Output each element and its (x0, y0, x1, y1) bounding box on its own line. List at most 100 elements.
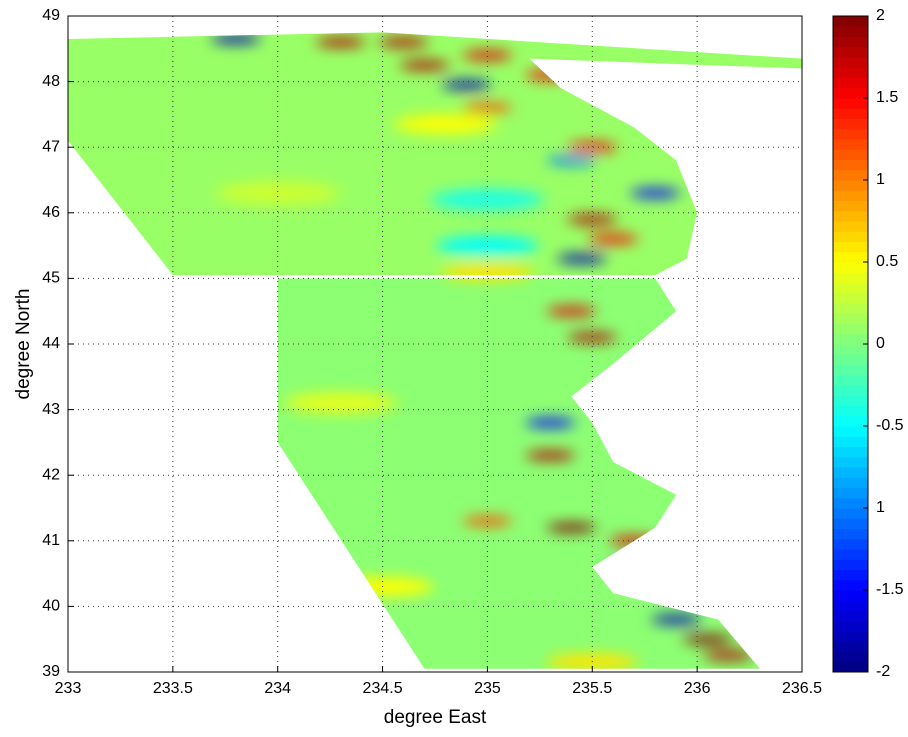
colorbar-step (833, 385, 868, 396)
anomaly-blob (436, 236, 539, 256)
colorbar-step (833, 262, 868, 273)
colorbar-step (833, 313, 868, 324)
colorbar-step (833, 139, 868, 150)
colorbar-step (833, 159, 868, 171)
y-tick-label: 41 (42, 532, 60, 549)
colorbar-step (833, 118, 868, 130)
anomaly-blob (703, 651, 754, 661)
colorbar-step (833, 169, 868, 181)
field (68, 32, 802, 669)
colorbar-step (833, 395, 868, 406)
colorbar-step (833, 292, 868, 304)
colorbar-step (833, 251, 868, 263)
colorbar-tick-label: -0.5 (876, 417, 904, 434)
region (277, 278, 761, 669)
anomaly-blob (651, 614, 702, 625)
anomaly-blob (315, 37, 366, 47)
colorbar-step (833, 241, 868, 253)
colorbar-step (833, 98, 868, 109)
y-tick-label: 49 (42, 7, 60, 24)
anomaly-blob (399, 60, 450, 70)
anomaly-blob (430, 189, 545, 211)
anomaly-blob (682, 634, 733, 644)
x-tick-label: 233 (55, 680, 82, 697)
colorbar-step (833, 344, 868, 355)
colorbar-step (833, 128, 868, 140)
colorbar-step (833, 651, 868, 663)
y-tick-label: 43 (42, 401, 60, 418)
anomaly-blob (378, 37, 429, 47)
colorbar-tick-label: -1.5 (876, 581, 904, 598)
colorbar-step (833, 36, 868, 48)
colorbar-step (833, 477, 868, 488)
colorbar-step (833, 190, 868, 201)
x-tick-label: 234.5 (363, 680, 403, 697)
colorbar-step (833, 57, 868, 68)
plot-frame (67, 15, 803, 673)
colorbar-step (833, 600, 868, 611)
anomaly-blob (525, 70, 576, 80)
colorbar-step (833, 497, 868, 509)
colorbar-step (833, 467, 868, 478)
y-tick-label: 46 (42, 204, 60, 221)
anomaly-blob (441, 80, 492, 90)
colorbar-step (833, 210, 868, 222)
colorbar-step (833, 415, 868, 427)
anomaly-blob (215, 181, 340, 205)
colorbar-step (833, 221, 868, 232)
colorbar-tick-label: 0 (876, 335, 885, 352)
colorbar-step (833, 364, 868, 376)
colorbar-step (833, 405, 868, 417)
colorbar-step (833, 569, 868, 581)
anomaly-blob (210, 34, 261, 44)
x-axis-label: degree East (384, 707, 487, 728)
x-tick-label: 236.5 (782, 680, 822, 697)
colorbar-step (833, 661, 868, 673)
anomaly-blob (609, 536, 660, 546)
y-tick-label: 42 (42, 466, 60, 483)
anomaly-blob (462, 103, 513, 113)
colorbar-step (833, 108, 868, 119)
anomalies (210, 34, 754, 669)
colorbar-step (833, 323, 868, 335)
x-tick-label: 235 (474, 680, 501, 697)
colorbar-step (833, 436, 868, 447)
region (68, 32, 802, 276)
colorbar-step (833, 518, 868, 529)
x-tick-label: 235.5 (572, 680, 612, 697)
colorbar-step (833, 77, 868, 89)
anomaly-blob (567, 214, 618, 224)
colorbar-step (833, 528, 868, 540)
colorbar-step (833, 354, 868, 365)
colorbar-step (833, 508, 868, 519)
colorbar-step (833, 67, 868, 78)
colorbar-step (833, 610, 868, 622)
colorbar-tick-label: 1 (876, 499, 885, 516)
anomaly-blob (462, 50, 513, 60)
colorbar-step (833, 426, 868, 437)
anomaly-blob (546, 306, 597, 316)
y-tick-label: 44 (42, 335, 60, 352)
colorbar-step (833, 282, 868, 294)
colorbar-step (833, 303, 868, 314)
anomaly-blob (567, 142, 618, 152)
anomaly-blob (546, 155, 597, 165)
colorbar-step (833, 549, 868, 560)
colorbar-step (833, 333, 868, 345)
anomaly-blob (588, 234, 639, 244)
colorbar-step (833, 272, 868, 283)
x-tick-label: 236 (684, 680, 711, 697)
colorbar-step (833, 446, 868, 458)
colorbar-tick-label: -2 (876, 663, 890, 680)
colorbar-step (833, 26, 868, 37)
y-axis-label: degree North (13, 289, 34, 400)
y-tick-label: 48 (42, 73, 60, 90)
colorbar-step (833, 590, 868, 601)
y-tick-label: 47 (42, 138, 60, 155)
colorbar-tick-label: 0.5 (876, 253, 898, 270)
y-tick-label: 39 (42, 663, 60, 680)
colorbar-step (833, 456, 868, 468)
anomaly-blob (630, 188, 681, 198)
anomaly-blob (567, 332, 618, 343)
